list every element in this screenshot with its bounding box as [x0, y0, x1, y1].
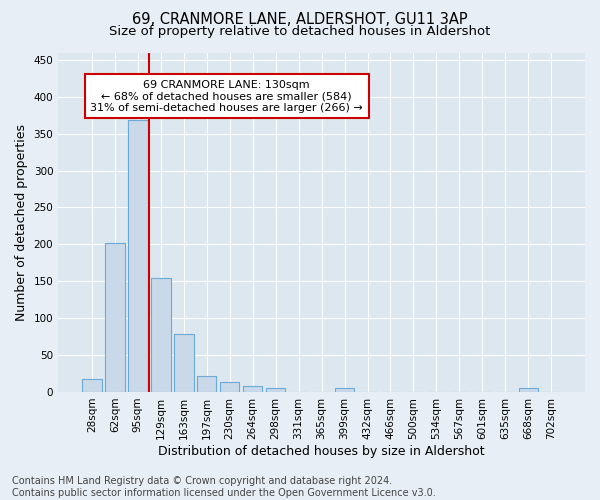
Bar — [335, 388, 355, 392]
Bar — [128, 120, 148, 392]
Text: 69 CRANMORE LANE: 130sqm
← 68% of detached houses are smaller (584)
31% of semi-: 69 CRANMORE LANE: 130sqm ← 68% of detach… — [91, 80, 363, 113]
Text: Size of property relative to detached houses in Aldershot: Size of property relative to detached ho… — [109, 25, 491, 38]
Y-axis label: Number of detached properties: Number of detached properties — [15, 124, 28, 320]
Bar — [174, 334, 194, 392]
Bar — [82, 378, 101, 392]
Text: 69, CRANMORE LANE, ALDERSHOT, GU11 3AP: 69, CRANMORE LANE, ALDERSHOT, GU11 3AP — [132, 12, 468, 28]
Bar — [197, 376, 217, 392]
Bar — [518, 388, 538, 392]
Bar — [151, 278, 170, 392]
Text: Contains HM Land Registry data © Crown copyright and database right 2024.
Contai: Contains HM Land Registry data © Crown c… — [12, 476, 436, 498]
Bar — [220, 382, 239, 392]
Bar — [105, 243, 125, 392]
X-axis label: Distribution of detached houses by size in Aldershot: Distribution of detached houses by size … — [158, 444, 485, 458]
Bar — [266, 388, 286, 392]
Bar — [243, 386, 262, 392]
